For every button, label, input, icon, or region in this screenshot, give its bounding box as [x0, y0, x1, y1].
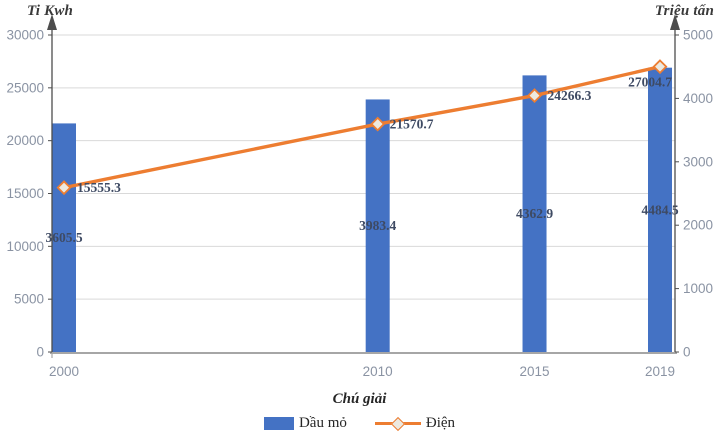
- right-tick-label: 3000: [683, 154, 713, 169]
- bar-2000: [52, 123, 76, 352]
- right-tick-label: 0: [683, 345, 691, 360]
- legend-item-line-series: Điện: [374, 415, 456, 432]
- legend-label-bar-series: Dầu mỏ: [298, 415, 347, 431]
- right-tick-label: 4000: [683, 91, 713, 106]
- legend-title: Chú giải: [332, 391, 387, 407]
- x-label-2000: 2000: [49, 364, 79, 379]
- bar-label-2000: 3605.5: [45, 230, 82, 245]
- left-tick-label: 25000: [6, 80, 44, 95]
- legend-label-line-series: Điện: [425, 415, 456, 431]
- bar-label-2015: 4362.9: [516, 206, 553, 221]
- line-label-2019: 27004.7: [628, 75, 672, 90]
- right-tick-label: 1000: [683, 281, 713, 296]
- legend: Chú giải Dầu mỏ Điện: [0, 391, 719, 432]
- diamond-marker-icon: [390, 416, 405, 431]
- left-tick-label: 5000: [14, 292, 44, 307]
- right-tick-label: 2000: [683, 218, 713, 233]
- bar-2019: [648, 67, 672, 352]
- marker-2015: [527, 88, 542, 104]
- left-tick-label: 10000: [6, 239, 44, 254]
- left-tick-label: 20000: [6, 133, 44, 148]
- axis-arrow-icon: [47, 14, 57, 30]
- left-tick-label: 30000: [6, 28, 44, 43]
- marker-2010: [370, 116, 386, 132]
- right-axis-title: Triệu tấn: [654, 3, 714, 19]
- marker-2000: [56, 180, 72, 196]
- bar-2015: [522, 75, 547, 352]
- x-label-2015: 2015: [520, 364, 550, 379]
- line-label-2010: 21570.7: [390, 117, 434, 132]
- axis-arrow-icon: [670, 14, 680, 30]
- marker-2019: [652, 59, 668, 75]
- line-label-2015: 24266.3: [548, 88, 592, 103]
- bar-label-2019: 4484.5: [641, 202, 678, 217]
- x-label-2019: 2019: [645, 364, 675, 379]
- legend-item-bar-series: Dầu mỏ: [263, 415, 347, 432]
- bar-swatch-icon: [263, 417, 294, 430]
- left-tick-label: 15000: [6, 186, 44, 201]
- x-label-2010: 2010: [363, 364, 393, 379]
- legend-items: Dầu mỏ Điện: [0, 415, 719, 432]
- line-label-2000: 15555.3: [77, 180, 121, 195]
- line-series: [62, 64, 662, 190]
- bar-2010: [365, 99, 390, 352]
- bar-label-2010: 3983.4: [359, 218, 396, 233]
- left-axis-title: Ti Kwh: [27, 3, 74, 19]
- line-swatch-icon: [374, 416, 421, 431]
- left-tick-label: 0: [36, 345, 44, 360]
- right-tick-label: 5000: [683, 28, 713, 43]
